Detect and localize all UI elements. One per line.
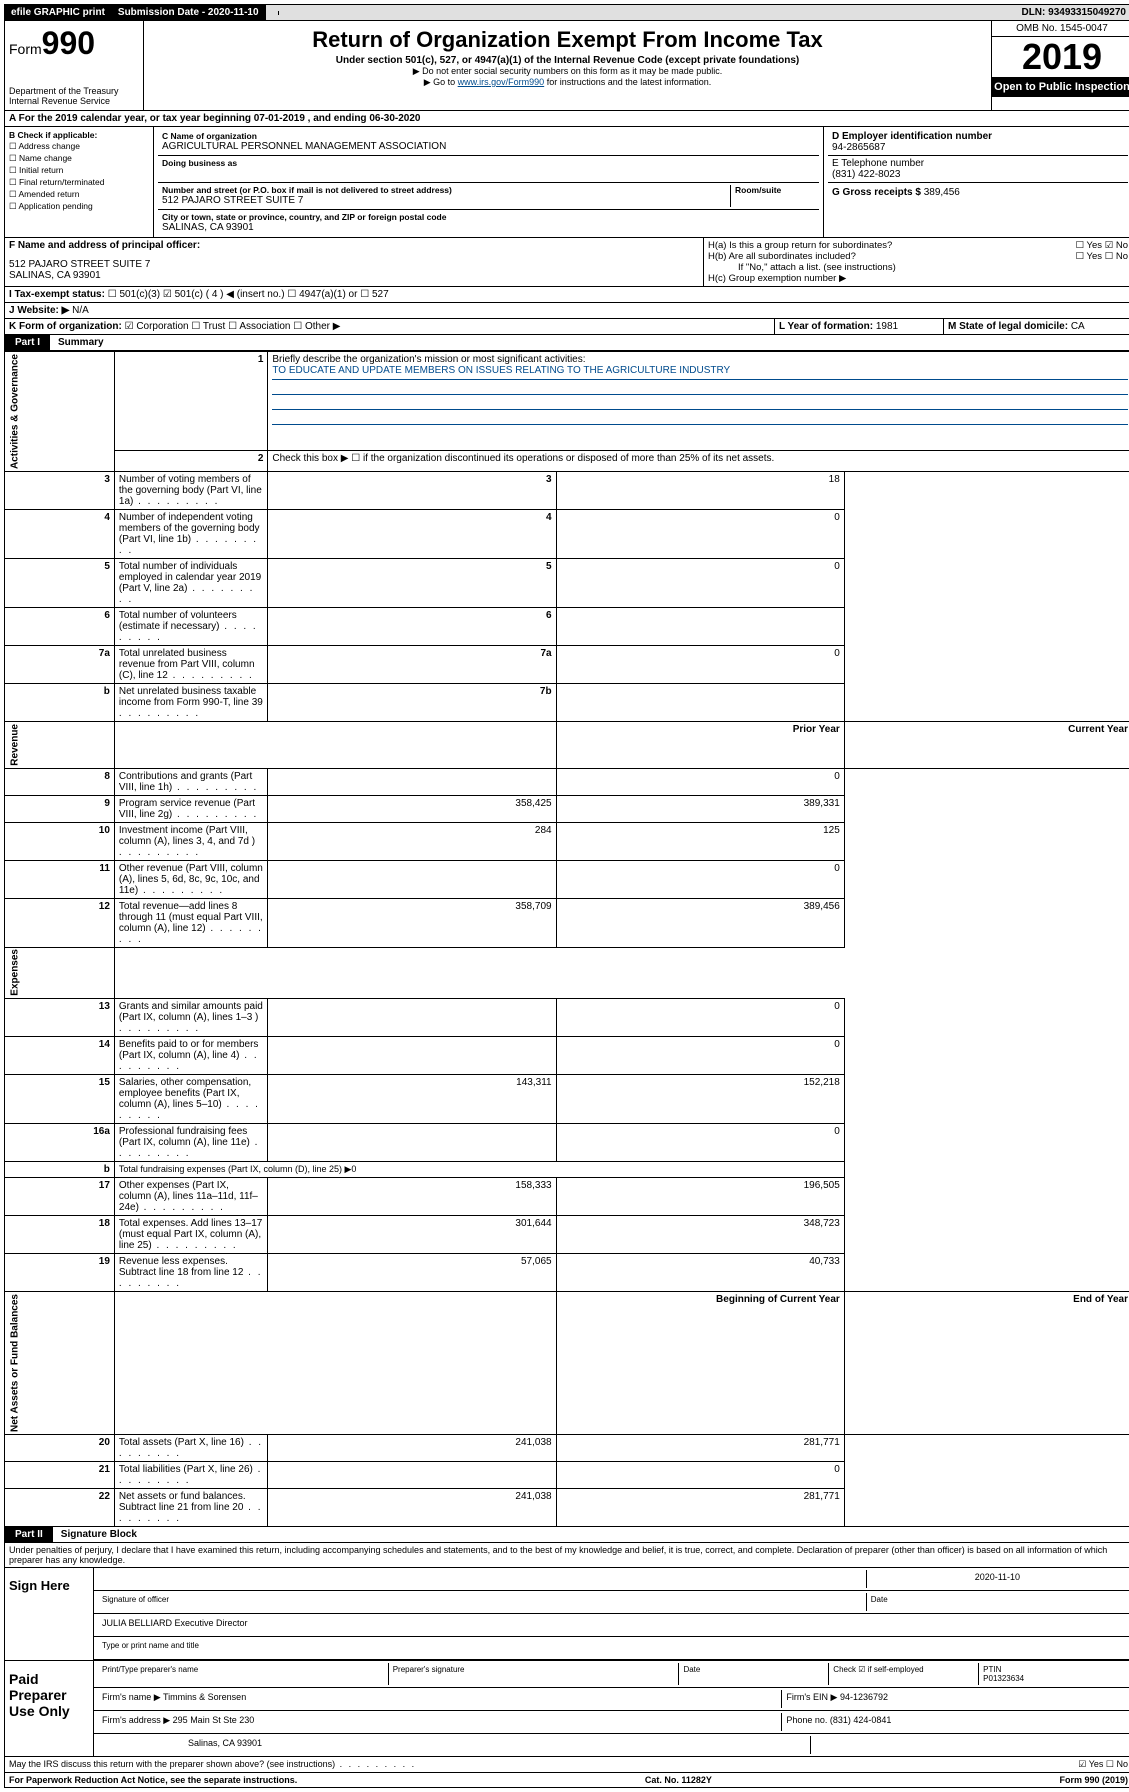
section-b: B Check if applicable: Address change Na…: [5, 127, 154, 237]
org-trust[interactable]: Trust: [191, 321, 225, 332]
firm-ein: 94-1236792: [840, 1692, 888, 1702]
gross-receipts: 389,456: [924, 187, 960, 198]
officer-name: JULIA BELLIARD Executive Director: [98, 1616, 1128, 1634]
year-formation: 1981: [876, 321, 898, 332]
org-corp[interactable]: Corporation: [125, 321, 189, 332]
open-public-badge: Open to Public Inspection: [992, 77, 1129, 97]
section-d: D Employer identification number 94-2865…: [824, 127, 1129, 237]
501c[interactable]: 501(c) ( 4 ) ◀ (insert no.): [163, 289, 285, 300]
chk-app-pending[interactable]: Application pending: [9, 201, 149, 212]
vlabel-gov: Activities & Governance: [5, 352, 115, 472]
paid-preparer-block: Paid Preparer Use Only Print/Type prepar…: [4, 1661, 1129, 1757]
501c3[interactable]: 501(c)(3): [108, 289, 160, 300]
efile-button[interactable]: efile GRAPHIC print: [5, 5, 112, 20]
org-name: AGRICULTURAL PERSONNEL MANAGEMENT ASSOCI…: [162, 141, 815, 152]
submission-date: Submission Date - 2020-11-10: [112, 5, 266, 20]
hb-yes[interactable]: Yes: [1076, 251, 1102, 262]
mission-text: TO EDUCATE AND UPDATE MEMBERS ON ISSUES …: [272, 365, 1128, 380]
org-other[interactable]: Other ▶: [293, 321, 340, 332]
discuss-row: May the IRS discuss this return with the…: [4, 1757, 1129, 1773]
note-link: ▶ Go to www.irs.gov/Form990 for instruct…: [148, 77, 987, 88]
entity-block: B Check if applicable: Address change Na…: [4, 127, 1129, 238]
discuss-no[interactable]: No: [1106, 1759, 1128, 1769]
form-subtitle: Under section 501(c), 527, or 4947(a)(1)…: [148, 55, 987, 66]
vlabel-net: Net Assets or Fund Balances: [5, 1292, 115, 1435]
omb-number: OMB No. 1545-0047: [992, 21, 1129, 37]
firm-name: Timmins & Sorensen: [163, 1692, 246, 1702]
chk-initial-return[interactable]: Initial return: [9, 165, 149, 176]
phone: (831) 422-8023: [832, 169, 1124, 180]
part2-header: Part II Signature Block: [4, 1527, 1129, 1543]
chk-name-change[interactable]: Name change: [9, 153, 149, 164]
ein: 94-2865687: [832, 142, 1124, 153]
firm-addr2: Salinas, CA 93901: [98, 1736, 811, 1754]
dln-label: DLN: 93493315049270: [1015, 5, 1129, 20]
line-k-l-m: K Form of organization: Corporation Trus…: [4, 319, 1129, 335]
footer: For Paperwork Reduction Act Notice, see …: [4, 1773, 1129, 1788]
state-domicile: CA: [1071, 321, 1085, 332]
vlabel-rev: Revenue: [5, 722, 115, 769]
website: N/A: [72, 305, 89, 316]
part1-header: Part I Summary: [4, 335, 1129, 351]
form-title: Return of Organization Exempt From Incom…: [148, 27, 987, 53]
summary-table: Activities & Governance 1 Briefly descri…: [4, 351, 1129, 1527]
hb-no[interactable]: No: [1105, 251, 1128, 262]
4947a1[interactable]: 4947(a)(1) or: [287, 289, 357, 300]
spacer: [266, 11, 279, 15]
ha-no[interactable]: No: [1105, 240, 1128, 251]
chk-address-change[interactable]: Address change: [9, 141, 149, 152]
firm-addr: 295 Main St Ste 230: [173, 1715, 255, 1725]
chk-amended[interactable]: Amended return: [9, 189, 149, 200]
tax-year: 2019: [992, 37, 1129, 77]
ha-yes[interactable]: Yes: [1076, 240, 1102, 251]
note-ssn: ▶ Do not enter social security numbers o…: [148, 66, 987, 77]
vlabel-exp: Expenses: [5, 947, 115, 999]
sign-date: 2020-11-10: [867, 1570, 1128, 1588]
chk-final-return[interactable]: Final return/terminated: [9, 177, 149, 188]
527[interactable]: 527: [360, 289, 388, 300]
officer-addr2: SALINAS, CA 93901: [9, 270, 699, 281]
city-state-zip: SALINAS, CA 93901: [162, 222, 815, 233]
discuss-yes[interactable]: Yes: [1078, 1759, 1103, 1769]
form-header: Form990 Department of the Treasury Inter…: [4, 21, 1129, 111]
dept-label: Department of the Treasury Internal Reve…: [9, 86, 139, 106]
line-j: J Website: ▶ N/A: [4, 303, 1129, 319]
section-c: C Name of organization AGRICULTURAL PERS…: [154, 127, 824, 237]
form-number: Form990: [9, 25, 139, 62]
sign-here-block: Sign Here 2020-11-10 Signature of office…: [4, 1568, 1129, 1661]
line-a: A For the 2019 calendar year, or tax yea…: [4, 111, 1129, 127]
line-i: I Tax-exempt status: 501(c)(3) 501(c) ( …: [4, 287, 1129, 303]
perjury-text: Under penalties of perjury, I declare th…: [4, 1543, 1129, 1568]
irs-link[interactable]: www.irs.gov/Form990: [458, 77, 545, 87]
org-assoc[interactable]: Association: [228, 321, 290, 332]
officer-block: F Name and address of principal officer:…: [4, 238, 1129, 287]
street-address: 512 PAJARO STREET SUITE 7: [162, 195, 730, 206]
officer-addr1: 512 PAJARO STREET SUITE 7: [9, 259, 699, 270]
top-toolbar: efile GRAPHIC print Submission Date - 20…: [4, 4, 1129, 21]
ptin: P01323634: [983, 1674, 1024, 1683]
firm-phone: (831) 424-0841: [830, 1715, 892, 1725]
